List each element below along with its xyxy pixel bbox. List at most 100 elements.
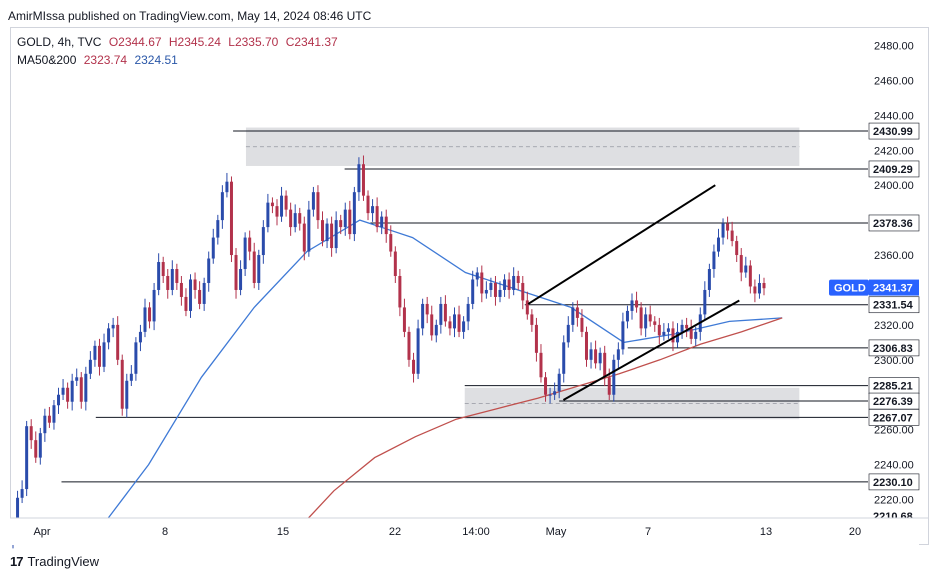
candle-body [744,265,748,273]
candle-body [621,321,625,350]
candle-body [457,314,461,332]
open-value: O2344.67 [108,35,162,49]
candle-body [339,220,343,228]
brand-label: TradingView [27,554,100,569]
candle-body [207,258,211,283]
candle-body [480,272,484,294]
candle-body [75,377,79,381]
candle-body [202,282,206,304]
candle-body [261,227,265,256]
candle-body [189,279,193,311]
x-tick-label: May [546,526,567,538]
candle-body [616,349,620,360]
candle-body [553,391,557,395]
candle-body [257,255,261,283]
x-tick-label: 7 [645,526,651,538]
candle-body [539,352,543,378]
y-tick-label: 2260.00 [874,425,914,437]
candle-body [712,251,716,270]
candle-body [229,181,233,256]
price-label-box [868,473,920,491]
candle-body [361,164,365,196]
candle-body [211,237,215,259]
ma200-line [292,317,783,535]
ohlc-legend: GOLD, 4h, TVC O2344.67 H2345.24 L2335.70… [17,35,342,49]
candle-body [57,394,61,406]
candle-body [148,307,152,322]
candle-body [88,359,92,374]
candle-body [516,275,520,283]
x-tick-label: 20 [849,526,861,538]
candle-body [330,223,334,249]
price-label-box [868,339,920,357]
candle-body [462,321,466,332]
candle-body [507,279,511,290]
candle-body [680,324,684,332]
candle-body [298,213,302,224]
candle-body [84,373,88,402]
price-label-box [868,214,920,232]
price-label-box [868,160,920,178]
candle-body [689,328,693,339]
candle-body [293,213,297,228]
symbol-label[interactable]: GOLD, 4h, TVC [17,35,102,49]
candle-body [398,275,402,308]
candle-body [575,307,579,318]
candle-body [120,359,124,409]
candle-body [685,324,689,329]
support-resistance-zone [464,387,800,420]
candle-body [389,234,393,252]
candle-body [730,230,734,242]
candle-body [407,331,411,360]
candle-body [757,282,761,294]
candle-body [735,241,739,256]
candle-body [29,426,33,441]
publisher-note: AmirMIssa published on TradingView.com, … [8,9,372,23]
ma200-value: 2324.51 [134,53,178,67]
candle-body [584,331,588,360]
candle-body [598,352,602,364]
candle-body [107,328,111,343]
candle-body [648,314,652,322]
candle-body [635,300,639,308]
candle-body [380,216,384,228]
candle-body [525,300,529,315]
price-label-box [868,296,920,314]
candle-body [321,220,325,242]
candle-body [580,317,584,332]
candle-body [93,345,97,360]
candle-body [47,415,51,423]
y-tick-label: 2440.00 [874,110,914,122]
candle-body [434,324,438,336]
candle-body [548,394,552,396]
candle-body [161,262,165,276]
price-label: 2331.54 [873,300,914,312]
candle-body [493,282,497,297]
candle-body [721,223,725,238]
candle-body [412,359,416,374]
price-label: 2430.99 [873,126,913,138]
candle-body [562,342,566,374]
y-tick-label: 2360.00 [874,250,914,262]
candle-body [726,223,730,231]
candle-body [384,216,388,235]
candle-body [498,289,502,297]
tradingview-brand[interactable]: 17 TradingView [10,554,99,569]
candle-body [671,328,675,343]
candle-body [111,324,115,329]
candle-body [439,303,443,325]
candle-body [152,289,156,322]
candle-body [70,380,74,402]
candle-body [530,314,534,325]
candle-body [66,387,70,402]
ma-label[interactable]: MA50&200 [17,53,77,67]
candle-body [357,164,361,193]
candle-body [657,324,661,336]
candle-body [653,321,657,325]
candle-body [38,433,42,458]
candle-body [421,303,425,329]
candle-body [566,324,570,343]
candle-body [248,237,252,252]
candle-body [589,349,593,360]
